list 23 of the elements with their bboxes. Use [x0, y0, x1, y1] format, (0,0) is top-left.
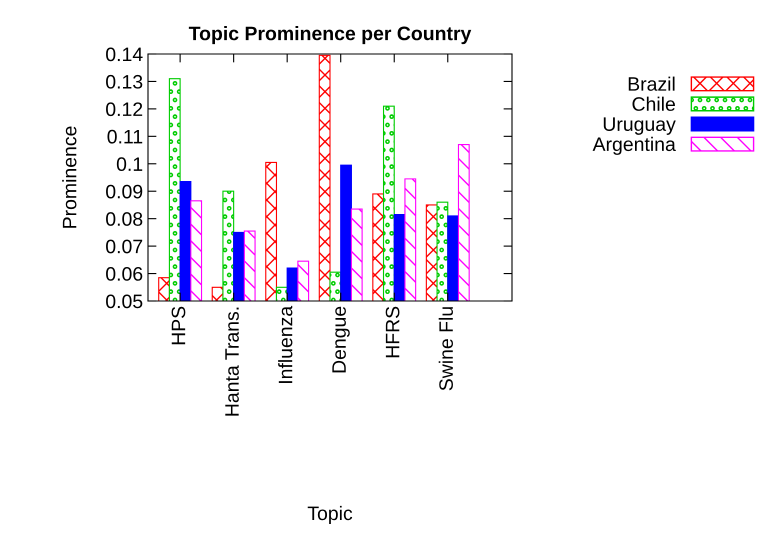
- y-tick-label: 0.06: [106, 267, 142, 281]
- x-tick-label: HFRS: [386, 306, 400, 358]
- x-tick-label: HPS: [172, 306, 186, 344]
- y-tick-label: 0.14: [106, 47, 143, 62]
- legend-label: Uruguay: [604, 117, 676, 135]
- y-tick-label: 0.12: [106, 102, 142, 116]
- legend-label: Argentina: [592, 136, 676, 155]
- x-tick-label: Hanta Trans.: [225, 308, 239, 416]
- y-tick-label: 0.05: [106, 294, 142, 308]
- chart-title: Topic Prominence per Country: [188, 26, 472, 44]
- y-axis-title: Prominence: [62, 126, 76, 228]
- y-tick-label: 0.1: [116, 157, 142, 172]
- y-tick-label: 0.13: [106, 74, 142, 89]
- y-tick-label: 0.07: [106, 240, 142, 254]
- legend-label: Chile: [632, 96, 675, 111]
- y-tick-label: 0.09: [106, 184, 142, 198]
- x-tick-label: Influenza: [278, 306, 292, 383]
- x-tick-label: Dengue: [332, 306, 350, 372]
- y-tick-label: 0.08: [106, 212, 142, 226]
- x-tick-label: Swine Flu: [438, 307, 453, 390]
- legend-label: Brazil: [628, 76, 675, 91]
- x-axis-title: Topic: [308, 506, 352, 524]
- y-tick-label: 0.11: [107, 130, 142, 144]
